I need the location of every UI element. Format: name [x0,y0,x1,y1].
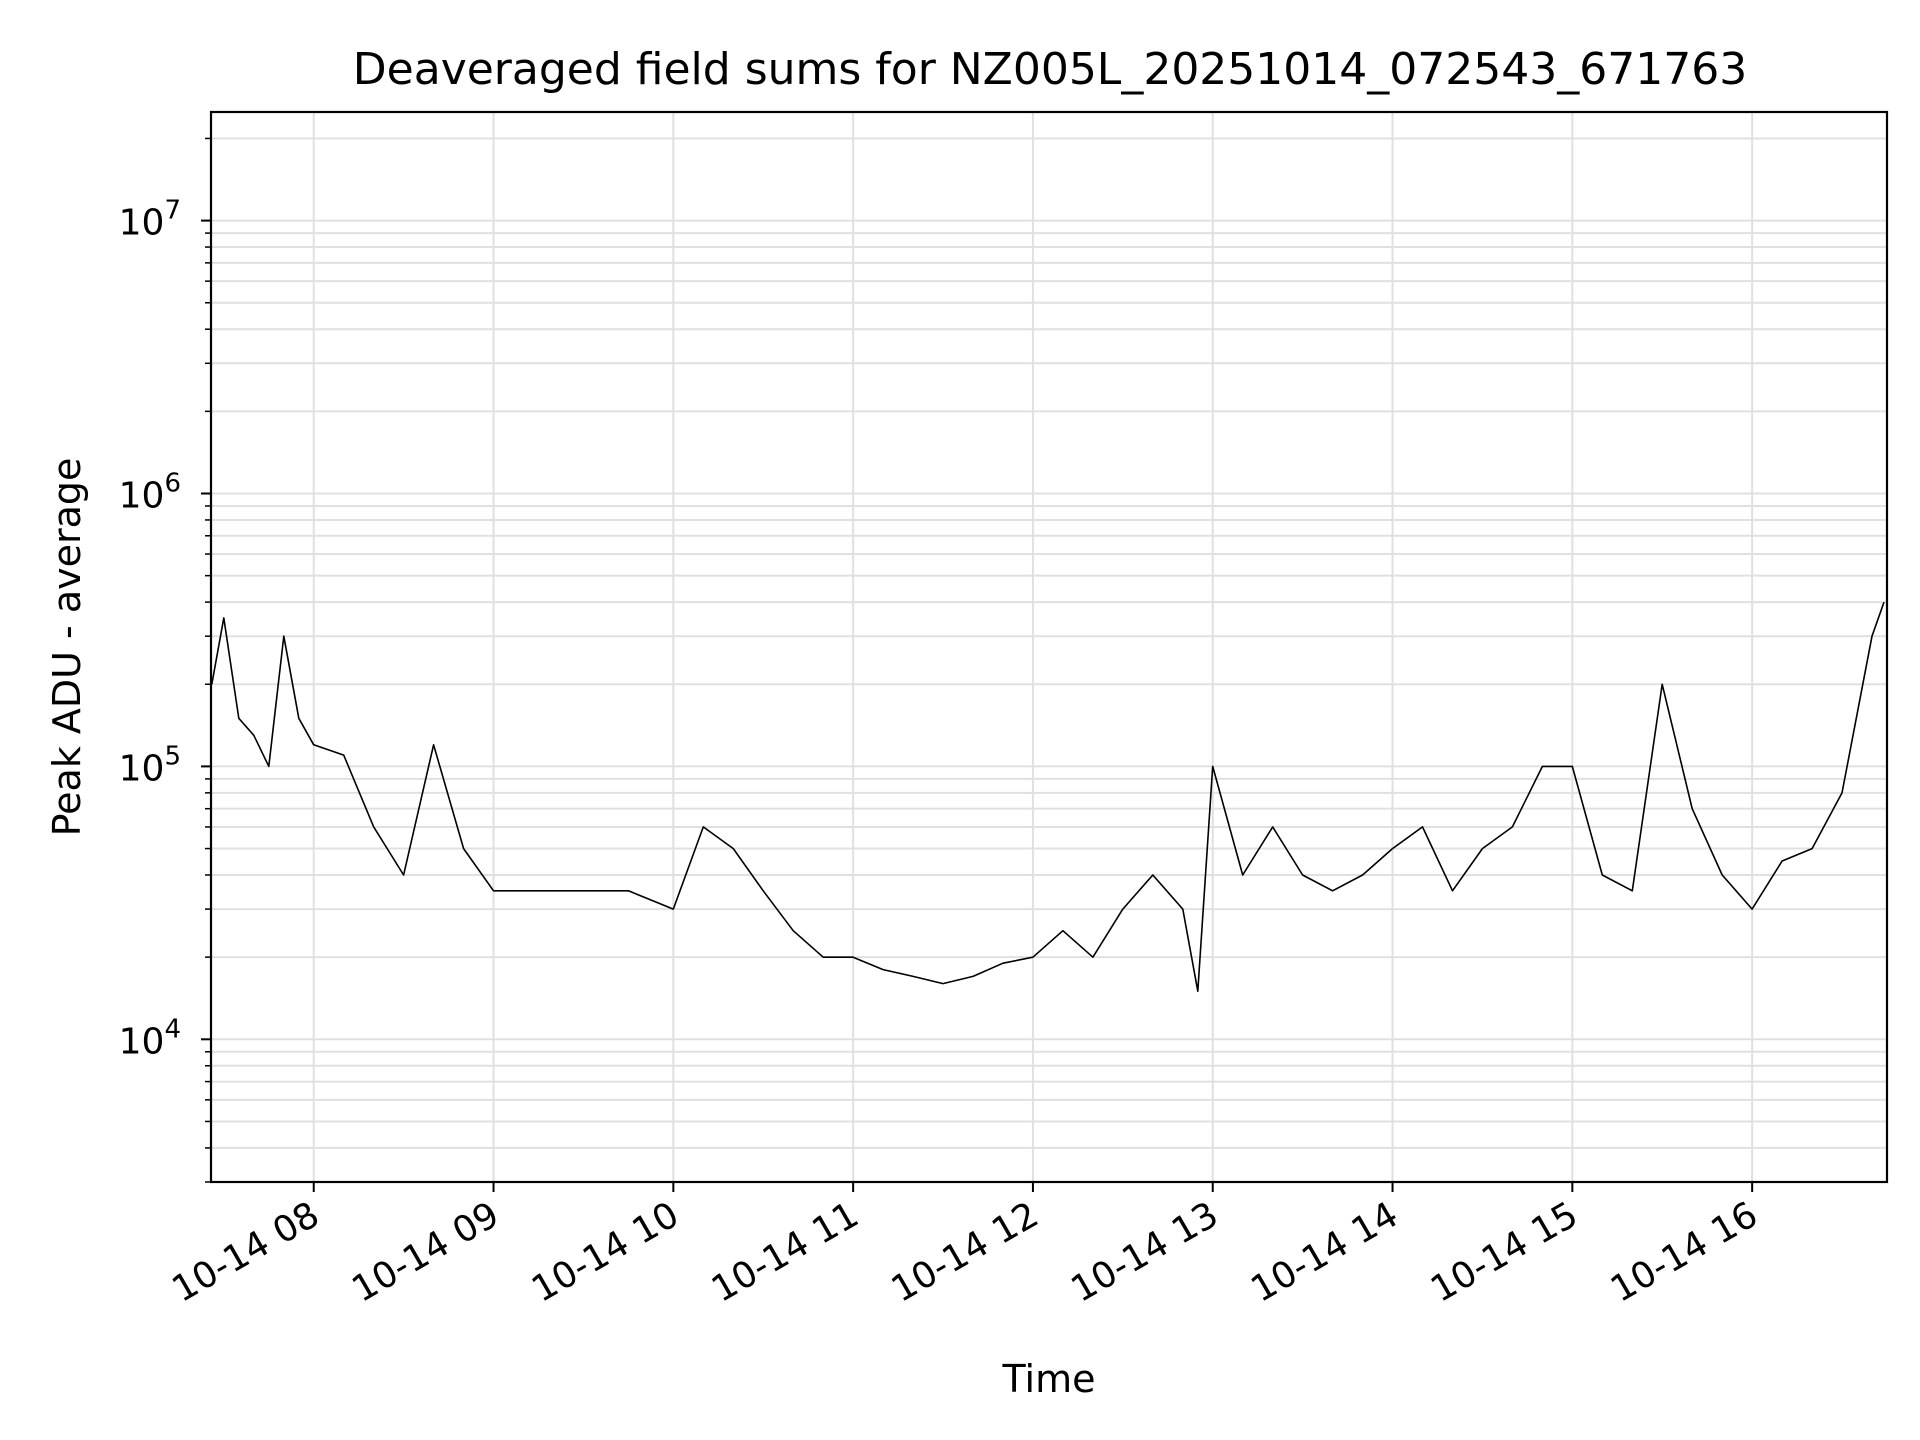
series-line [211,601,1885,993]
x-tick-label: 10-14 12 [885,1194,1046,1310]
x-tick-label: 10-14 13 [1065,1194,1226,1310]
series-layer [211,601,1885,993]
x-axis-label: Time [1002,1357,1096,1401]
y-tick-label: 107 [119,196,181,244]
x-tick-label: 10-14 14 [1244,1194,1405,1310]
x-tick-label: 10-14 11 [705,1194,866,1310]
x-tick-label: 10-14 16 [1604,1194,1765,1310]
x-tick-label: 10-14 08 [166,1194,327,1310]
y-tick-label: 106 [119,469,181,517]
x-axis: 10-14 08 10-14 09 10-14 10 10-14 11 10-14 12… [166,1182,1765,1311]
x-tick-label: 10-14 10 [525,1194,686,1310]
x-tick-label: 10-14 09 [345,1194,506,1310]
y-tick-label: 105 [119,741,181,789]
plot-frame [209,110,1889,1184]
y-axis: 104 105 106 107 [119,137,211,1183]
y-axis-label: Peak ADU - average [45,458,89,837]
grid [211,112,1887,1183]
chart-title: Deaveraged field sums for NZ005L_2025101… [353,44,1747,95]
x-tick-label: 10-14 15 [1424,1194,1585,1310]
y-tick-label: 104 [119,1014,181,1062]
